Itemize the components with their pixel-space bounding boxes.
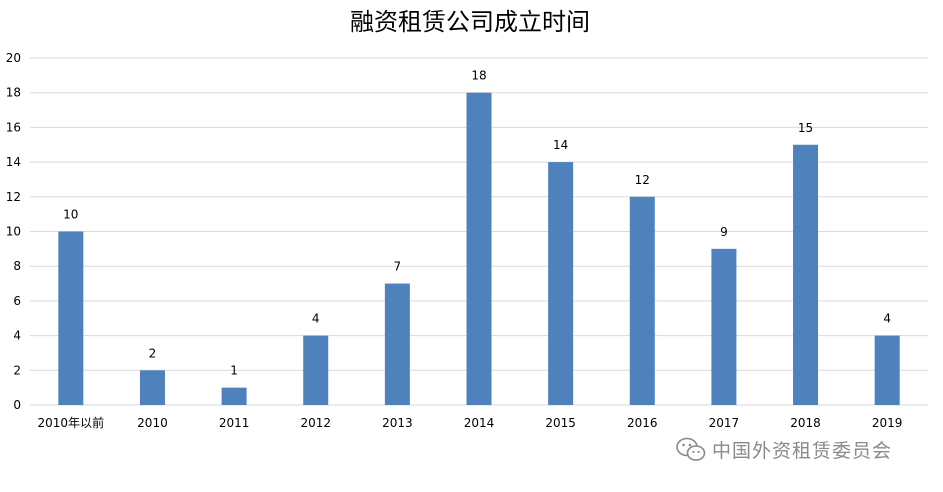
bar (466, 92, 492, 405)
y-tick-label: 16 (6, 120, 21, 134)
data-label: 4 (883, 312, 891, 326)
bars (58, 92, 900, 405)
wechat-icon (676, 437, 706, 461)
data-label: 2 (149, 346, 157, 360)
data-label: 10 (63, 208, 78, 222)
watermark: 中国外资租赁委员会 (676, 436, 892, 463)
bar (629, 196, 655, 405)
x-tick-label: 2010年以前 (38, 415, 105, 430)
data-label: 7 (394, 260, 402, 274)
y-tick-label: 20 (6, 51, 21, 65)
bar (58, 231, 84, 405)
x-tick-label: 2010 (137, 416, 168, 430)
bar (548, 162, 574, 405)
y-tick-label: 10 (6, 225, 21, 239)
bar (303, 335, 329, 405)
x-tick-label: 2014 (464, 416, 495, 430)
data-label: 1 (230, 364, 238, 378)
y-tick-label: 14 (6, 155, 21, 169)
data-label: 14 (553, 138, 568, 152)
x-tick-label: 2015 (545, 416, 576, 430)
data-label: 12 (635, 173, 650, 187)
y-tick-label: 0 (13, 398, 21, 412)
x-tick-label: 2011 (219, 416, 250, 430)
x-axis: 2010年以前 2010 2011 2012 2013 2014 2015 2016 2017 2… (38, 415, 903, 430)
bar (221, 387, 247, 405)
y-tick-label: 2 (13, 363, 21, 377)
y-tick-label: 8 (13, 259, 21, 273)
bar (384, 283, 410, 405)
x-tick-label: 2016 (627, 416, 658, 430)
y-tick-label: 6 (13, 294, 21, 308)
y-tick-label: 4 (13, 329, 21, 343)
data-label: 4 (312, 312, 320, 326)
x-tick-label: 2013 (382, 416, 413, 430)
bar (874, 335, 900, 405)
x-tick-label: 2018 (790, 416, 821, 430)
data-label: 15 (798, 121, 813, 135)
data-label: 18 (471, 69, 486, 83)
data-label: 9 (720, 225, 728, 239)
y-axis: 0 2 4 6 8 10 12 14 16 18 20 (6, 51, 21, 412)
x-tick-label: 2012 (300, 416, 331, 430)
bar (711, 248, 737, 405)
y-tick-label: 18 (6, 86, 21, 100)
watermark-text: 中国外资租赁委员会 (712, 440, 893, 462)
bar (793, 144, 819, 405)
bar (139, 370, 165, 405)
x-tick-label: 2017 (709, 416, 740, 430)
y-tick-label: 12 (6, 190, 21, 204)
chart-title: 融资租赁公司成立时间 (350, 8, 590, 36)
x-tick-label: 2019 (872, 416, 903, 430)
